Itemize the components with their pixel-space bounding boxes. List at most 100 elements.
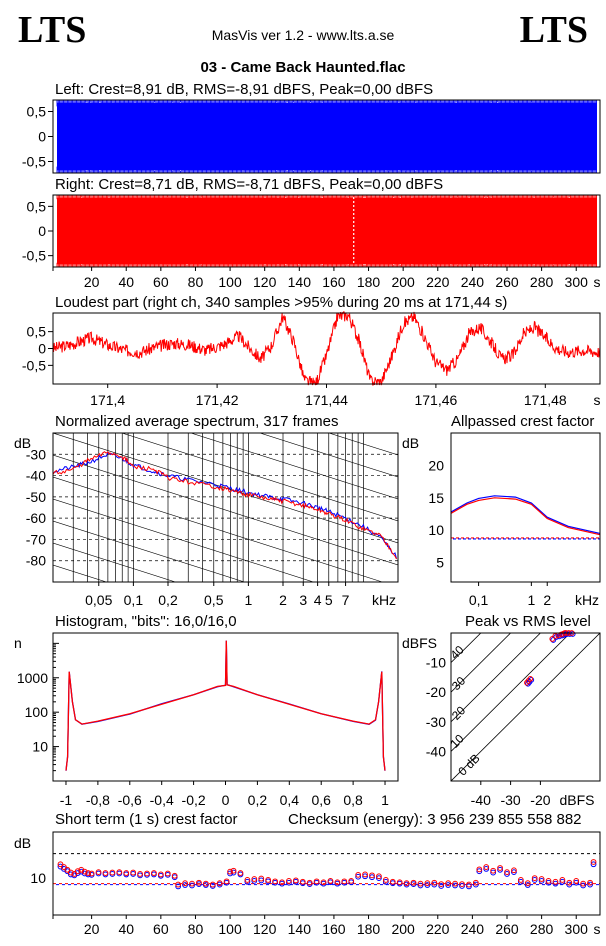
short-term-point-red xyxy=(102,870,109,876)
spectrum-x-label: 2 xyxy=(279,592,287,608)
spectrum-x-label: 1 xyxy=(244,592,252,608)
short-term-point-red xyxy=(552,878,559,885)
allpass-series-red xyxy=(450,497,601,536)
short-term-point-red xyxy=(438,881,445,888)
waveform-x-label: 280 xyxy=(530,274,554,290)
short-term-point-blue xyxy=(552,880,559,887)
left-channel-title: Left: Crest=8,91 dB, RMS=-8,91 dBFS, Pea… xyxy=(55,81,434,98)
short-term-point-red xyxy=(497,865,503,871)
checksum-text: Checksum (energy): 3 956 239 855 558 882 xyxy=(288,811,582,828)
short-term-point-red xyxy=(299,878,306,885)
short-term-point-red xyxy=(123,870,130,876)
allpass-x-label: 2 xyxy=(543,592,551,608)
short-term-point-blue xyxy=(466,883,472,890)
waveform-x-label: 120 xyxy=(253,274,277,290)
short-term-point-blue xyxy=(227,870,233,877)
short-term-point-blue xyxy=(362,873,368,880)
short-term-point-red xyxy=(258,875,265,882)
short-term-point-red xyxy=(545,877,552,884)
short-term-x-label: 20 xyxy=(84,921,100,937)
right-waveform-y-label: 0,5 xyxy=(27,198,47,214)
allpass-frame xyxy=(450,432,601,583)
short-term-point-red xyxy=(209,881,216,888)
peak-rms-x-label: -30 xyxy=(500,792,520,808)
short-term-x-label: 180 xyxy=(357,921,381,937)
spectrum-slope-line xyxy=(53,719,398,829)
peak-rms-x-unit: dBFS xyxy=(559,792,594,808)
loudest-part-line xyxy=(52,311,601,386)
short-term-point-red xyxy=(227,868,233,875)
waveform-x-label: 240 xyxy=(461,274,485,290)
short-term-point-red xyxy=(376,873,382,880)
allpass-y-label: 10 xyxy=(428,522,444,538)
peak-rms-y-unit: dBFS xyxy=(402,635,437,651)
short-term-x-label: 280 xyxy=(530,921,554,937)
short-term-point-red xyxy=(504,869,510,876)
short-term-x-label: 300 xyxy=(565,921,589,937)
loudest-x-label: 171,44 xyxy=(305,392,348,408)
short-term-point-blue xyxy=(452,882,458,889)
short-term-point-blue xyxy=(67,871,74,878)
peak-rms-frame xyxy=(450,632,601,782)
short-term-point-red xyxy=(348,877,355,884)
spectrum-slope-line xyxy=(53,697,398,807)
allpass-y-label: 20 xyxy=(428,457,444,473)
short-term-point-red xyxy=(396,879,403,886)
short-term-point-red xyxy=(237,870,244,876)
short-term-point-blue xyxy=(476,868,483,875)
short-term-point-red xyxy=(341,878,348,885)
short-term-x-label: 80 xyxy=(188,921,204,937)
short-term-point-red xyxy=(189,880,195,887)
spectrum-slope-line xyxy=(53,476,384,582)
waveform-x-label: 80 xyxy=(188,274,204,290)
short-term-point-red xyxy=(171,872,178,879)
short-term-point-blue xyxy=(438,883,445,889)
short-term-point-red xyxy=(313,878,320,885)
spectrum-slope-line xyxy=(190,433,398,500)
short-term-point-blue xyxy=(369,874,375,881)
short-term-point-blue xyxy=(511,869,517,876)
spectrum-title: Normalized average spectrum, 317 frames xyxy=(55,413,339,430)
short-term-point-red xyxy=(130,869,137,876)
right-waveform-group xyxy=(56,195,597,267)
waveform-x-label: 260 xyxy=(495,274,519,290)
short-term-point-blue xyxy=(445,882,452,888)
short-term-point-blue xyxy=(472,881,479,888)
short-term-point-blue xyxy=(490,869,497,876)
short-term-point-red xyxy=(327,877,334,884)
peak-rms-point-blue xyxy=(569,631,576,637)
waveform-x-label: 180 xyxy=(357,274,381,290)
short-term-point-red xyxy=(306,879,313,886)
spectrum-y-label: -80 xyxy=(26,553,46,569)
short-term-point-red xyxy=(517,877,524,883)
spectrum-y-unit: dB xyxy=(14,435,31,451)
spectrum-x-unit: kHz xyxy=(372,592,396,608)
short-term-point-blue xyxy=(545,879,552,886)
short-term-point-red xyxy=(452,880,458,887)
spectrum-slope-line xyxy=(53,520,246,582)
histogram-x-label: -0,8 xyxy=(86,792,110,808)
loudest-x-label: 171,48 xyxy=(524,392,567,408)
spectrum-slope-line xyxy=(53,542,177,582)
peak-rms-y-label: -40 xyxy=(426,743,446,759)
peak-rms-y-label: -30 xyxy=(426,714,446,730)
short-term-point-blue xyxy=(538,877,545,884)
allpass-x-unit: kHz xyxy=(575,592,599,608)
short-term-point-red xyxy=(202,880,209,887)
short-term-point-red xyxy=(403,880,410,887)
short-term-point-red xyxy=(265,877,272,883)
short-term-point-red xyxy=(466,881,472,888)
short-term-point-blue xyxy=(382,878,389,885)
spectrum-x-label: 5 xyxy=(325,592,333,608)
histogram-x-label: 0,4 xyxy=(280,792,300,808)
waveform-x-label: 100 xyxy=(218,274,242,290)
short-term-point-red xyxy=(175,881,182,888)
short-term-point-red xyxy=(417,880,424,887)
allpass-y-label: 5 xyxy=(436,555,444,571)
allpass-x-label: 1 xyxy=(527,592,535,608)
right-waveform-y-label: -0,5 xyxy=(22,248,46,264)
short-term-point-red xyxy=(389,878,396,885)
right-waveform-y-label: 0 xyxy=(38,223,46,239)
histogram-y-label: 1000 xyxy=(17,670,48,686)
